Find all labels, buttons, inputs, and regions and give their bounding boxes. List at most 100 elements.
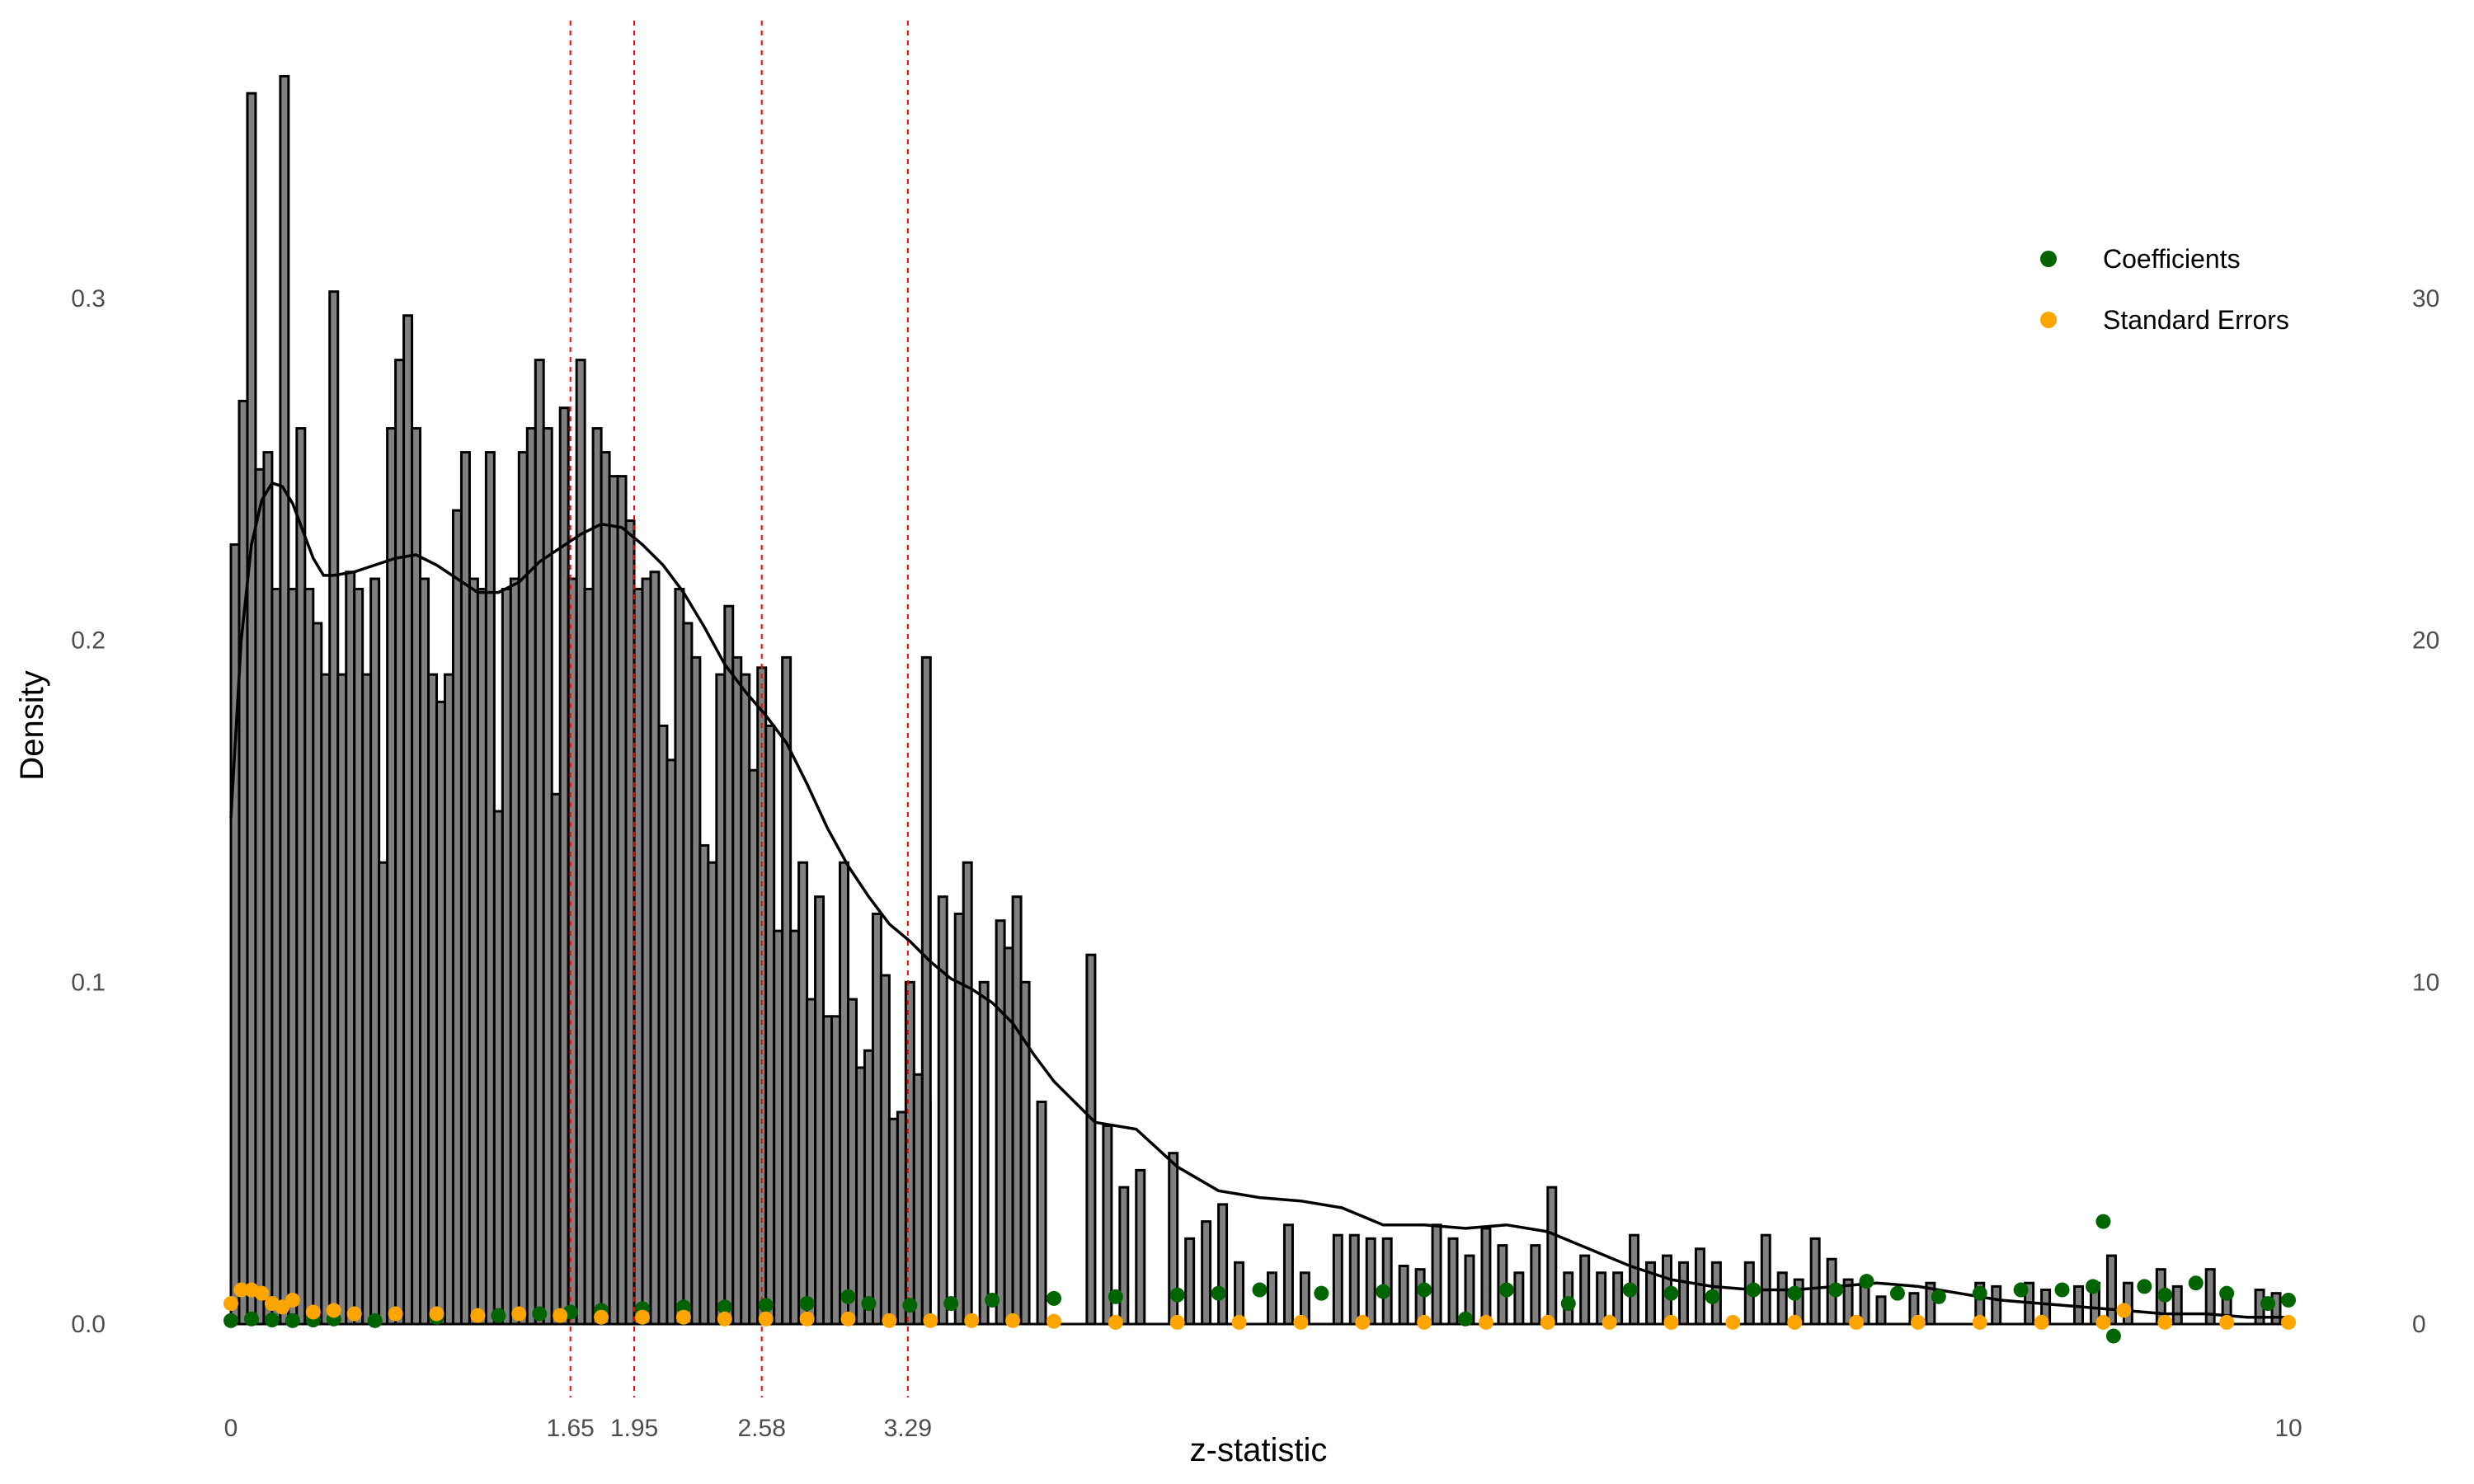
standard-errors-point [1910,1314,1926,1330]
histogram-bar [1629,1233,1640,1326]
coefficients-point [1211,1285,1226,1301]
histogram-bar [1201,1220,1212,1326]
standard-errors-point [470,1308,486,1323]
histogram-bar [1809,1237,1821,1326]
histogram-bar [1612,1271,1624,1326]
histogram-bar [1991,1284,2002,1326]
y-tick-label: 0.0 [71,1311,106,1338]
y2-tick-label: 10 [2412,969,2439,996]
coefficients-point [1108,1289,1123,1304]
y2-tick-label: 30 [2412,285,2439,312]
standard-errors-point [882,1313,897,1328]
histogram-bar [2105,1254,2117,1326]
legend-standard-errors-label: Standard Errors [2103,305,2289,335]
coefficients-point [1787,1285,1803,1301]
coefficients-point [799,1296,815,1312]
coefficients-point [1663,1285,1679,1301]
histogram-bar [1266,1271,1277,1326]
coefficients-point [2260,1296,2276,1312]
histogram-bar [1398,1265,1409,1326]
x-tick-label: 0 [224,1415,238,1442]
standard-errors-point [2034,1314,2049,1330]
histogram-bar [962,861,973,1326]
standard-errors-point [1787,1314,1803,1330]
histogram-bar [1760,1233,1771,1326]
histogram-bar [1085,953,1097,1326]
standard-errors-point [326,1303,341,1318]
histogram-bar [1431,1223,1442,1326]
legend-standard-errors-marker [2040,312,2057,328]
coefficients-point [675,1299,691,1315]
histogram-bar [1019,980,1031,1326]
standard-errors-point [1417,1314,1432,1330]
standard-errors-point [594,1309,609,1325]
standard-errors-point [717,1311,732,1327]
standard-errors-point [2219,1314,2235,1330]
x-tick-label: 1.65 [546,1415,594,1442]
histogram-bar [1118,1186,1130,1326]
x-tick-label: 2.58 [738,1415,786,1442]
coefficients-point [1376,1284,1391,1299]
standard-errors-point [1478,1314,1493,1330]
coefficients-point [491,1308,506,1323]
coefficients-point [717,1299,732,1315]
coefficients-point [1889,1285,1905,1301]
histogram-bar [1036,1100,1047,1326]
coefficients-point [243,1311,259,1327]
histogram-bar [1217,1203,1229,1326]
y-tick-label: 0.1 [71,969,106,996]
axis-ticks: 0 1.65 1.95 2.58 3.29 10 0.0 0.1 0.2 0.3 0 10 20 30 [71,285,2439,1442]
histogram-bar [1365,1237,1376,1326]
standard-errors-point [1047,1313,1061,1329]
coefficients-point [223,1313,238,1328]
coefficients-point [758,1298,774,1313]
coefficients-point [367,1313,383,1328]
coefficients-point [2105,1328,2121,1344]
density-curve-layer [229,481,2288,1319]
histogram-bar [1381,1237,1393,1326]
histogram-bar [978,980,990,1326]
coefficients-point [2219,1285,2235,1301]
x-tick-label: 1.95 [610,1415,658,1442]
standard-errors-point [923,1313,938,1328]
standard-errors-point [1602,1314,1617,1330]
standard-errors-point [1293,1314,1309,1330]
histogram-bar [1677,1261,1689,1326]
standard-errors-point [1108,1314,1123,1330]
histogram-bar [1579,1254,1591,1326]
standard-errors-point [2095,1314,2111,1330]
histogram-bar [1234,1261,1245,1326]
coefficients-point [1560,1296,1576,1312]
standard-errors-point [758,1311,774,1327]
y-tick-label: 0.3 [71,285,106,312]
standard-errors-point [675,1309,691,1325]
standard-errors-point [1725,1314,1741,1330]
coefficients-point [2137,1279,2152,1294]
histogram-bar [1348,1233,1360,1326]
standard-errors-point [1849,1314,1865,1330]
coefficients-point [2013,1282,2029,1298]
standard-errors-point [1005,1313,1021,1328]
standard-errors-point [2281,1314,2296,1330]
x-tick-label: 3.29 [884,1415,932,1442]
coefficients-point [1705,1289,1720,1304]
standard-errors-point [1355,1314,1371,1330]
standard-errors-point [1972,1314,1987,1330]
y-tick-label: 0.2 [71,627,106,655]
standard-errors-point [305,1304,321,1320]
histogram-bar [1596,1271,1607,1326]
histogram-bar [937,895,948,1326]
standard-errors-point [553,1308,568,1323]
coefficients-point [532,1306,548,1322]
coefficients-point [840,1289,856,1304]
standard-errors-point [1231,1314,1247,1330]
standard-errors-point [254,1285,270,1301]
coefficients-point [1859,1274,1874,1289]
histogram-bar [2171,1284,2183,1326]
standard-errors-point [429,1306,444,1322]
standard-errors-point [2116,1303,2132,1318]
coefficients-point [1314,1285,1329,1301]
standard-errors-point [285,1292,300,1308]
standard-errors-point [346,1306,362,1322]
